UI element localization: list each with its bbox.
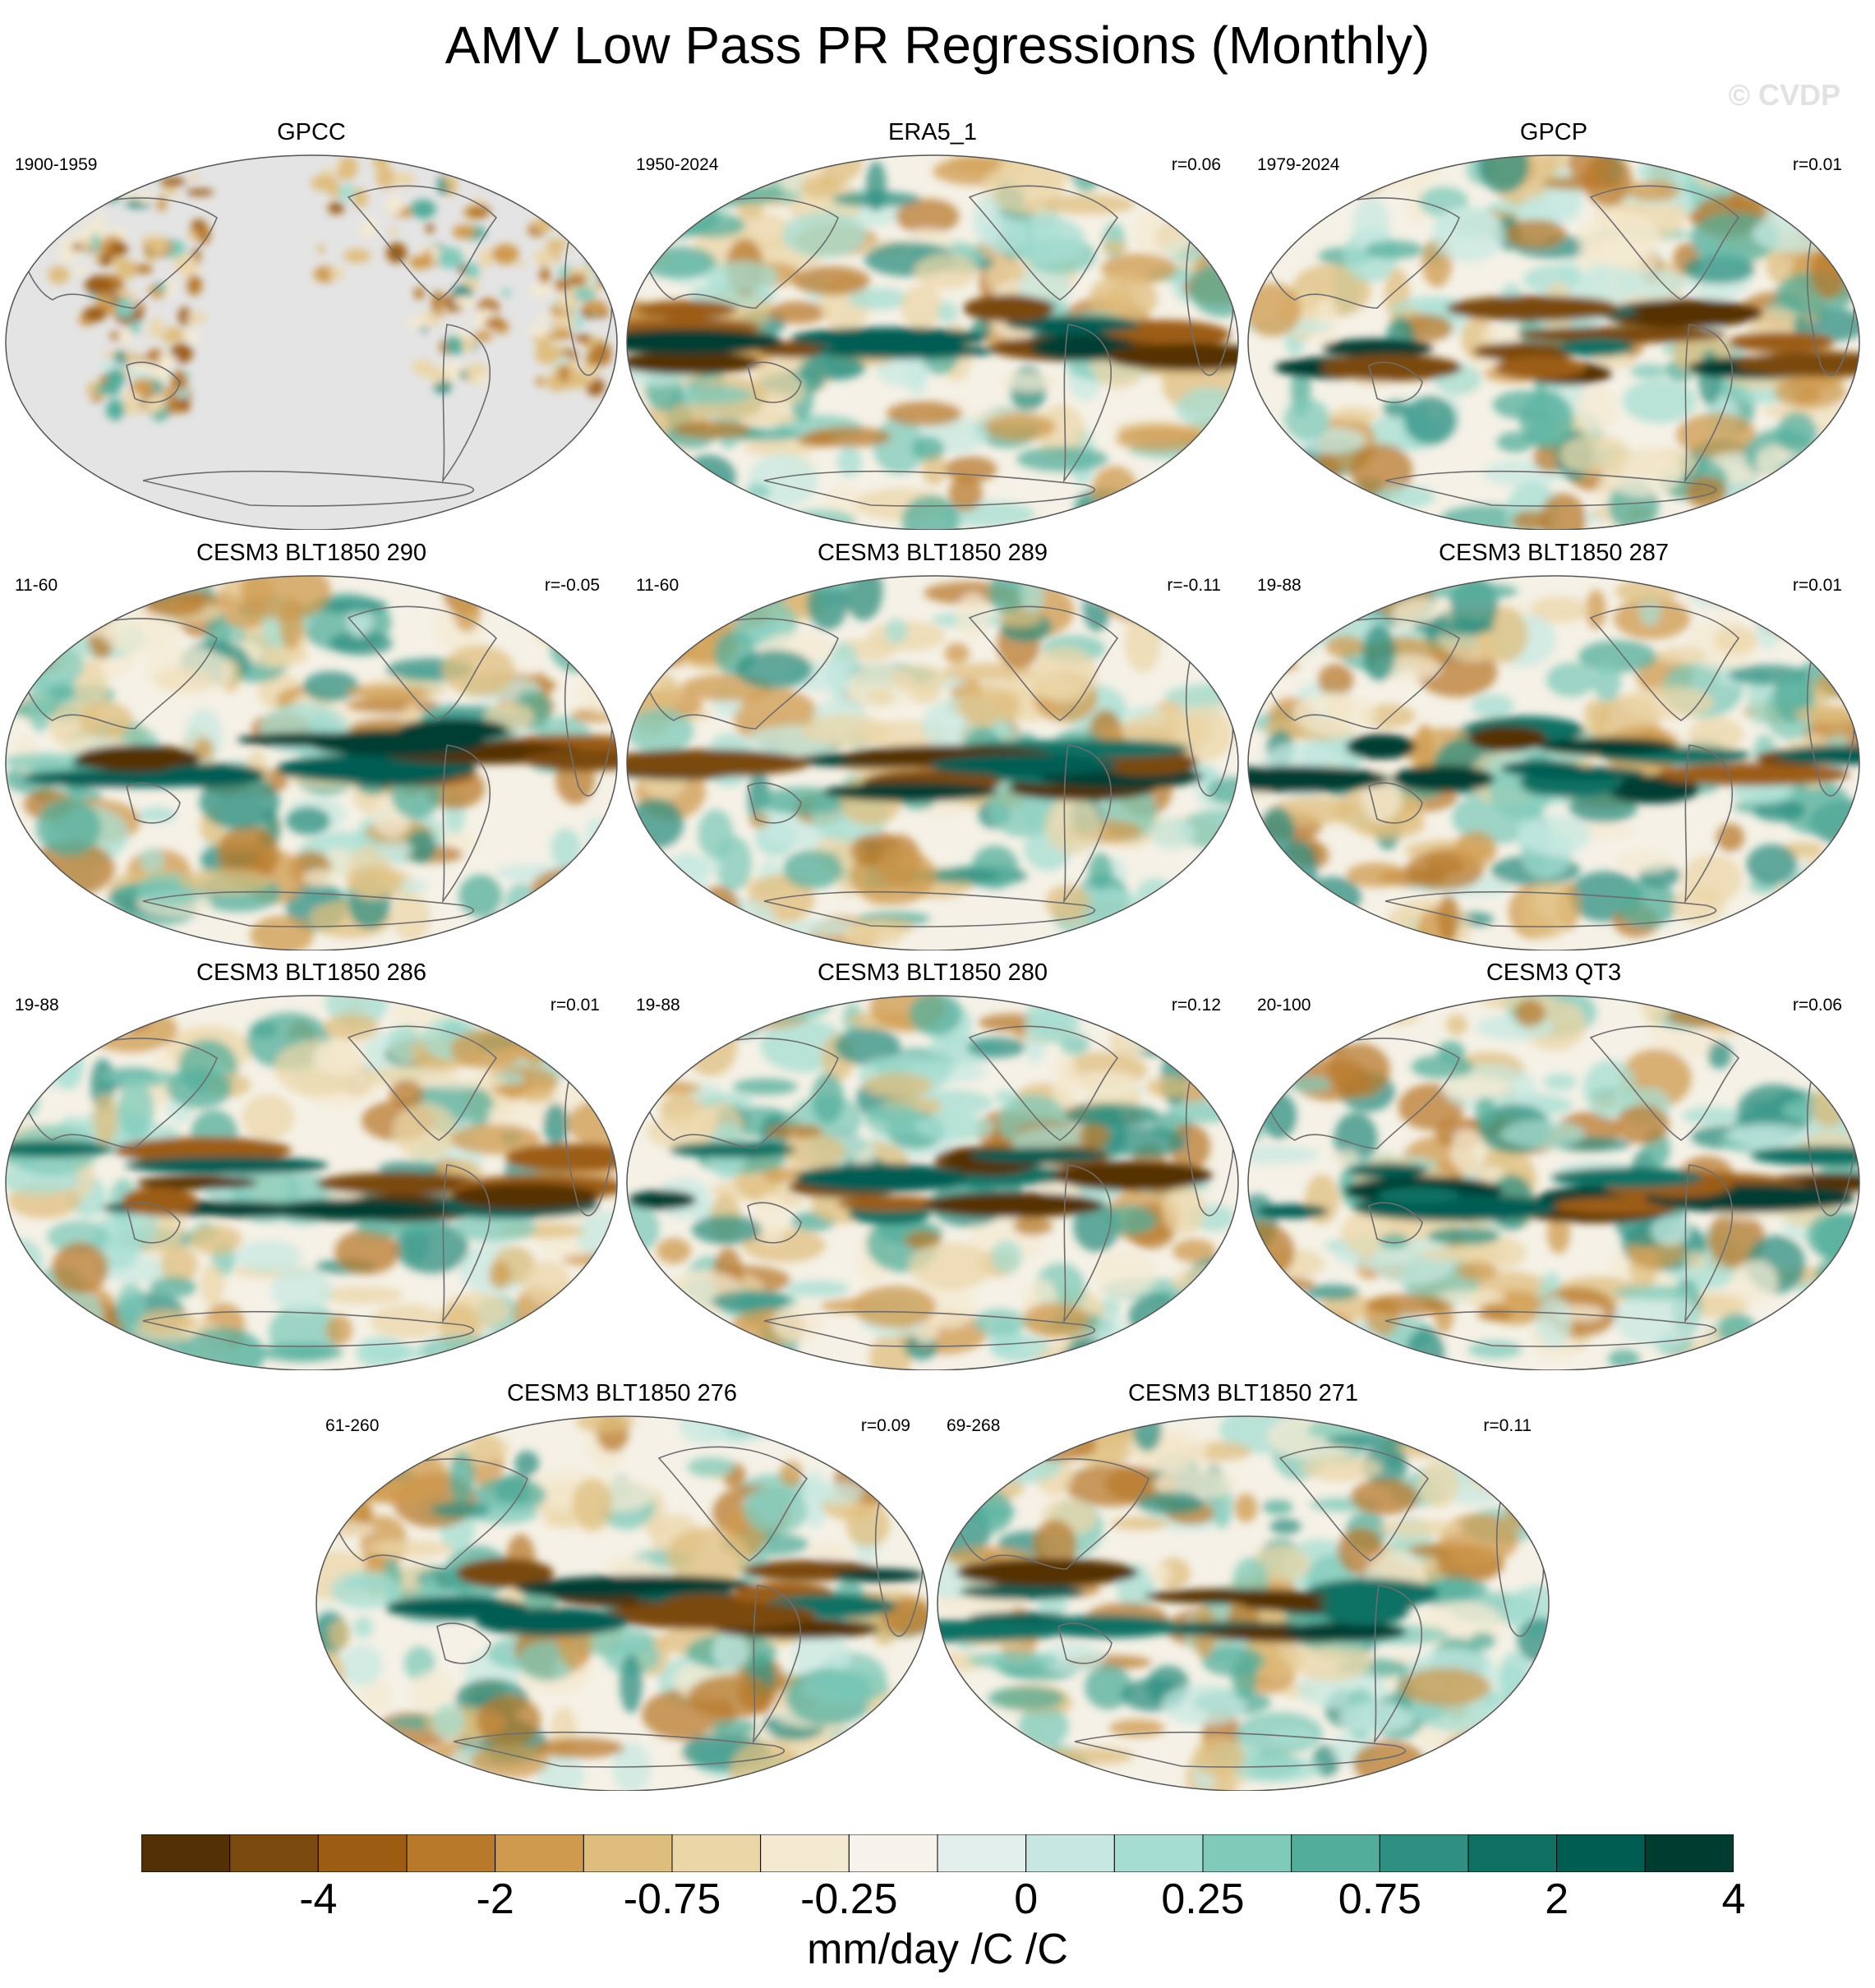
colorbar-tick-label: 2 (1545, 1875, 1569, 1923)
panel-period: 69-268 (947, 1416, 1001, 1435)
colorbar-swatch (229, 1834, 319, 1872)
map-panel: ERA5_1 1950-2024 r=0.06 (624, 119, 1241, 530)
colorbar-tick-label: -0.25 (800, 1875, 898, 1923)
map-panel: CESM3 BLT1850 276 61-260 r=0.09 (314, 1380, 930, 1791)
panel-title: GPCP (1519, 119, 1588, 145)
map-plot (937, 1415, 1550, 1791)
panel-title: CESM3 BLT1850 290 (196, 540, 426, 566)
panel-period: 11-60 (636, 576, 680, 595)
map-plot (5, 154, 618, 530)
panel-title: ERA5_1 (887, 119, 977, 145)
map-plot (626, 154, 1239, 530)
panel-correlation: r=0.01 (1792, 155, 1842, 174)
map-panel: CESM3 BLT1850 286 19-88 r=0.01 (3, 959, 620, 1370)
colorbar-tick-label: 0.75 (1338, 1875, 1421, 1923)
colorbar-tick-label: 0.25 (1161, 1875, 1245, 1923)
colorbar-swatch (1379, 1834, 1469, 1872)
panel-period: 11-60 (15, 576, 58, 595)
map-plot (1247, 995, 1860, 1370)
colorbar-swatch (1291, 1834, 1380, 1872)
panel-title: CESM3 BLT1850 276 (507, 1380, 737, 1406)
panel-correlation: r=0.01 (550, 996, 600, 1015)
colorbar-graphic (141, 1834, 1734, 1872)
panel-correlation: r=-0.05 (544, 576, 600, 595)
map-plot (5, 575, 618, 950)
colorbar-swatch (937, 1834, 1027, 1872)
panel-correlation: r=0.01 (1792, 576, 1842, 595)
panel-title: CESM3 BLT1850 287 (1439, 540, 1669, 566)
colorbar-swatch (583, 1834, 673, 1872)
map-panel: CESM3 BLT1850 280 19-88 r=0.12 (624, 959, 1241, 1370)
map-plot (626, 575, 1239, 950)
colorbar-tick-label: -4 (299, 1875, 338, 1923)
panel-title: CESM3 BLT1850 289 (818, 540, 1048, 566)
panel-period: 61-260 (325, 1416, 380, 1435)
panel-period: 20-100 (1257, 996, 1311, 1015)
colorbar-swatch (1025, 1834, 1115, 1872)
colorbar-swatch (848, 1834, 938, 1872)
colorbar-swatch (495, 1834, 584, 1872)
panel-correlation: r=-0.11 (1167, 576, 1221, 595)
colorbar-swatch (1644, 1834, 1734, 1872)
map-plot (1247, 575, 1860, 950)
panel-correlation: r=0.11 (1483, 1416, 1532, 1435)
map-panel: CESM3 BLT1850 271 69-268 r=0.11 (935, 1380, 1551, 1791)
colorbar-swatch (671, 1834, 762, 1872)
panel-correlation: r=0.12 (1171, 996, 1221, 1015)
map-plot (316, 1415, 928, 1791)
colorbar-swatch (1202, 1834, 1292, 1872)
colorbar-tick-label: -0.75 (623, 1875, 721, 1923)
colorbar-swatch (1113, 1834, 1204, 1872)
colorbar-units: mm/day /C /C (807, 1926, 1068, 1973)
panel-title: GPCC (277, 119, 346, 145)
colorbar-tick-label: 4 (1721, 1875, 1746, 1923)
map-panel: GPCP 1979-2024 r=0.01 (1246, 119, 1862, 530)
panel-period: 19-88 (636, 996, 680, 1015)
map-panel: GPCC 1900-1959 (3, 119, 620, 530)
colorbar (141, 1834, 1734, 1872)
map-panel: CESM3 BLT1850 289 11-60 r=-0.11 (624, 540, 1241, 950)
panel-period: 1979-2024 (1257, 155, 1340, 174)
panel-correlation: r=0.06 (1171, 155, 1221, 174)
watermark: © CVDP (1728, 78, 1840, 112)
map-panel: CESM3 BLT1850 290 11-60 r=-0.05 (3, 540, 620, 950)
map-plot (1247, 154, 1860, 530)
colorbar-tick-label: -2 (476, 1875, 514, 1923)
colorbar-tick-label: 0 (1014, 1875, 1039, 1923)
colorbar-swatch (141, 1834, 231, 1872)
panel-title: CESM3 BLT1850 286 (196, 959, 426, 986)
figure-title: AMV Low Pass PR Regressions (Monthly) (445, 16, 1430, 75)
panel-title: CESM3 BLT1850 280 (818, 959, 1048, 986)
panel-correlation: r=0.09 (860, 1416, 910, 1435)
panel-period: 1950-2024 (636, 155, 719, 174)
colorbar-swatch (1467, 1834, 1558, 1872)
panel-correlation: r=0.06 (1792, 996, 1842, 1015)
panel-title: CESM3 QT3 (1486, 959, 1622, 986)
panel-period: 19-88 (15, 996, 59, 1015)
colorbar-swatch (406, 1834, 496, 1872)
map-panel: CESM3 QT3 20-100 r=0.06 (1246, 959, 1862, 1370)
panel-title: CESM3 BLT1850 271 (1128, 1380, 1358, 1406)
map-plot (5, 995, 618, 1370)
colorbar-swatch (1556, 1834, 1646, 1872)
panel-period: 1900-1959 (15, 155, 98, 174)
colorbar-swatch (317, 1834, 408, 1872)
colorbar-swatch (760, 1834, 850, 1872)
map-panel: CESM3 BLT1850 287 19-88 r=0.01 (1246, 540, 1862, 950)
map-plot (626, 995, 1239, 1370)
panel-period: 19-88 (1257, 576, 1301, 595)
